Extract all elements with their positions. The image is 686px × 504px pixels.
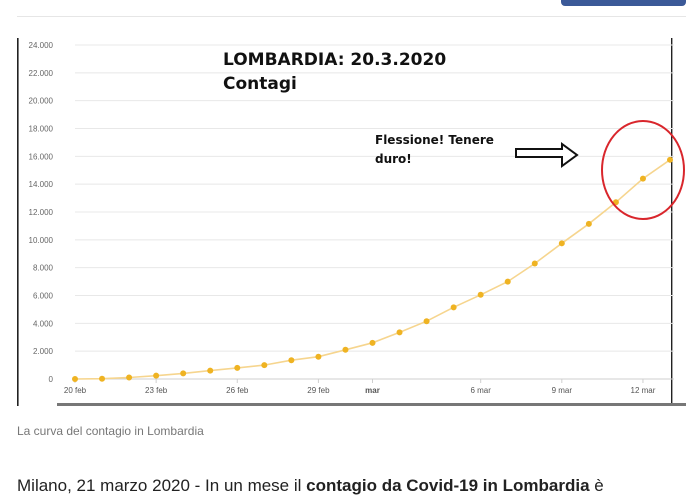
y-tick-label: 8.000 — [33, 264, 54, 273]
data-point — [288, 357, 295, 364]
figure-caption: La curva del contagio in Lombardia — [17, 424, 204, 438]
data-point — [207, 367, 214, 374]
series-line — [74, 159, 671, 380]
y-tick-label: 20.000 — [29, 97, 54, 106]
x-tick-label: 12 mar — [631, 386, 656, 395]
data-point — [315, 353, 322, 360]
x-tick-label: mar — [365, 386, 380, 395]
data-point — [153, 372, 160, 379]
y-tick-label: 16.000 — [29, 152, 54, 161]
chart-title-line2: Contagi — [223, 74, 297, 94]
data-point — [72, 376, 78, 382]
frame-left-border — [17, 38, 19, 406]
x-tick-label: 29 feb — [307, 386, 330, 395]
y-tick-label: 14.000 — [29, 180, 54, 189]
y-tick-label: 2.000 — [33, 347, 54, 356]
data-point — [558, 240, 565, 247]
y-tick-label: 0 — [49, 375, 54, 384]
frame-right-border — [671, 38, 673, 406]
y-tick-label: 6.000 — [33, 292, 54, 301]
data-point — [180, 370, 187, 377]
arrow-right-icon — [515, 142, 579, 168]
data-point — [234, 364, 241, 371]
x-tick-label: 23 feb — [145, 386, 168, 395]
data-point — [585, 220, 592, 227]
chart-title-line1: LOMBARDIA: 20.3.2020 — [223, 50, 447, 70]
y-tick-label: 24.000 — [29, 41, 54, 50]
y-tick-label: 10.000 — [29, 236, 54, 245]
data-point — [639, 175, 646, 182]
data-point — [342, 346, 349, 353]
y-tick-label: 18.000 — [29, 125, 54, 134]
data-point — [450, 304, 457, 311]
highlight-circle — [601, 120, 685, 220]
data-point — [423, 318, 430, 325]
y-tick-label: 12.000 — [29, 208, 54, 217]
lead-prefix: Milano, 21 marzo 2020 - In un mese il — [17, 476, 307, 495]
x-tick-label: 26 feb — [226, 386, 249, 395]
data-point — [396, 329, 403, 336]
x-tick-label: 20 feb — [64, 386, 87, 395]
chart-figure: 0 2.000 4.000 6.000 8.000 10.000 12.000 14.000 1… — [17, 38, 686, 406]
data-point — [99, 375, 106, 382]
x-tick-label: 6 mar — [470, 386, 491, 395]
data-point — [531, 260, 538, 267]
data-point — [261, 362, 268, 369]
y-tick-label: 22.000 — [29, 69, 54, 78]
lead-bold: contagio da Covid-19 in Lombardia — [306, 476, 590, 495]
lead-suffix: è — [589, 476, 604, 495]
share-button[interactable] — [561, 0, 686, 6]
x-tick-label: 9 mar — [552, 386, 573, 395]
data-point — [477, 291, 484, 298]
frame-bottom-border — [57, 403, 686, 406]
data-point — [126, 374, 133, 381]
data-point — [369, 339, 376, 346]
chart-annotation: Flessione! Tenere duro! — [375, 133, 494, 166]
contagion-chart: 0 2.000 4.000 6.000 8.000 10.000 12.000 14.000 1… — [17, 38, 686, 406]
data-point — [667, 156, 673, 163]
chart-title: LOMBARDIA: 20.3.2020 Contagi — [223, 48, 446, 96]
data-point — [504, 278, 511, 285]
article-lead: Milano, 21 marzo 2020 - In un mese il co… — [17, 476, 604, 496]
y-tick-label: 4.000 — [33, 319, 54, 328]
top-divider — [17, 16, 686, 17]
